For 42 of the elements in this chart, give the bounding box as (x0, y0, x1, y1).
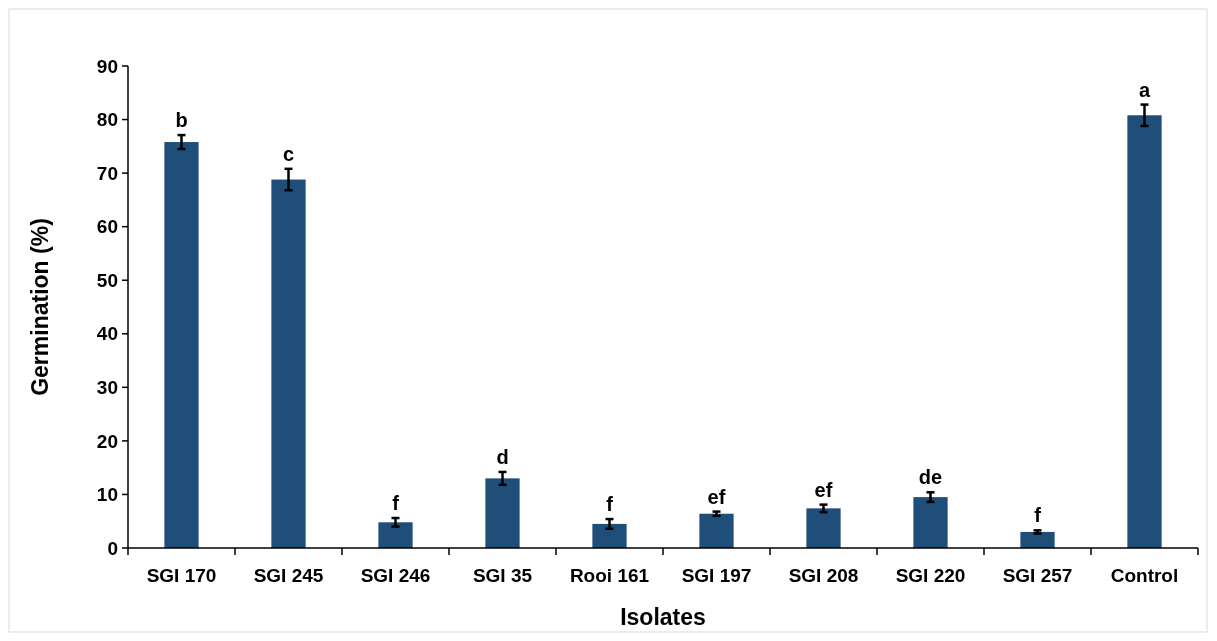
annotation: a (1138, 78, 1151, 101)
y-tick-label: 80 (96, 109, 118, 131)
bar (699, 513, 734, 548)
y-tick-label: 40 (96, 323, 118, 345)
x-tick-label: SGI 220 (895, 565, 966, 586)
x-tick-label: SGI 257 (1002, 565, 1073, 586)
x-tick-label: SGI 245 (253, 565, 324, 586)
annotation: b (175, 109, 188, 132)
y-axis-title: Germination (%) (27, 218, 53, 396)
bar (271, 179, 306, 548)
x-tick-label: SGI 246 (360, 565, 431, 586)
y-tick-label: 60 (96, 216, 118, 238)
y-tick-label: 0 (107, 537, 118, 559)
x-axis-title: Isolates (620, 604, 706, 630)
bar (592, 523, 627, 548)
annotation: c (282, 142, 295, 165)
y-tick-label: 10 (96, 484, 118, 506)
bar (378, 522, 413, 548)
bar (485, 478, 520, 548)
x-tick-label: SGI 197 (681, 565, 752, 586)
x-tick-label: SGI 35 (472, 565, 533, 586)
annotation: f (606, 493, 614, 516)
y-tick-label: 90 (96, 55, 118, 77)
x-tick-label: Control (1110, 565, 1179, 586)
annotation: ef (707, 485, 726, 508)
y-tick-label: 50 (96, 269, 118, 291)
y-tick-label: 20 (96, 430, 118, 452)
x-tick-label: SGI 208 (788, 565, 859, 586)
bar (1020, 531, 1055, 548)
annotation: f (1034, 504, 1042, 527)
annotation: de (918, 466, 943, 489)
annotation: ef (814, 478, 833, 501)
y-tick-label: 30 (96, 376, 118, 398)
annotation: d (496, 445, 509, 468)
bar (164, 142, 199, 548)
bar (806, 508, 841, 548)
annotation: f (392, 492, 400, 515)
bar (913, 497, 948, 548)
y-tick-label: 70 (96, 162, 118, 184)
x-tick-label: SGI 170 (146, 565, 217, 586)
bar (1127, 115, 1162, 548)
x-tick-label: Rooi 161 (569, 565, 650, 586)
